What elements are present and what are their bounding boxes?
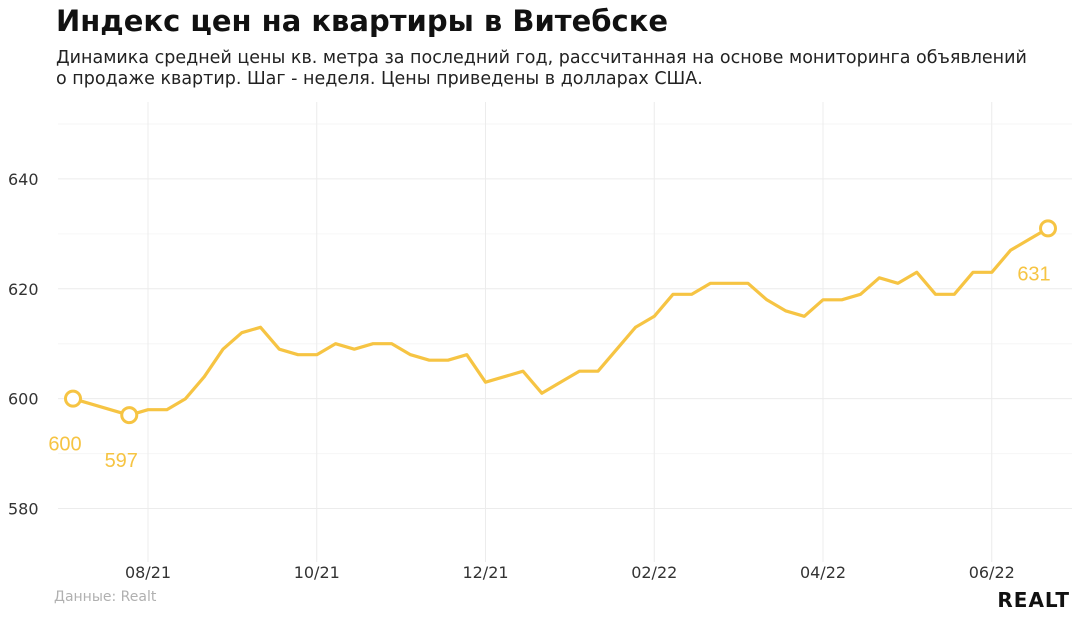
x-tick-label: 04/22 [800,563,846,582]
x-tick-label: 10/21 [294,563,340,582]
x-tick-label: 12/21 [462,563,508,582]
y-tick-label: 640 [8,170,39,189]
data-label: 597 [105,450,138,472]
y-tick-label: 620 [8,280,39,299]
x-tick-label: 02/22 [631,563,677,582]
data-point-marker [64,389,82,408]
data-label: 631 [1017,263,1050,285]
data-label: 600 [48,434,81,456]
plot-area: 600 597 631 [48,219,1057,472]
chart-subtitle: Динамика средней цены кв. метра за после… [56,48,1027,89]
y-tick-label: 600 [8,390,39,409]
grid-lines [58,102,1072,562]
chart-title: Индекс цен на квартиры в Витебске [56,4,669,38]
series-line [71,226,1050,417]
brand-logo: REALT [997,588,1070,612]
y-tick-label: 580 [8,500,39,519]
x-tick-label: 08/21 [125,563,171,582]
y-axis: 580 600 620 640 [8,170,39,519]
data-point-marker [120,406,139,425]
x-axis: 08/21 10/21 12/21 02/22 04/22 06/22 [125,563,1015,582]
x-tick-label: 06/22 [969,563,1015,582]
data-point-marker [1039,219,1057,238]
data-source: Данные: Realt [54,589,157,605]
